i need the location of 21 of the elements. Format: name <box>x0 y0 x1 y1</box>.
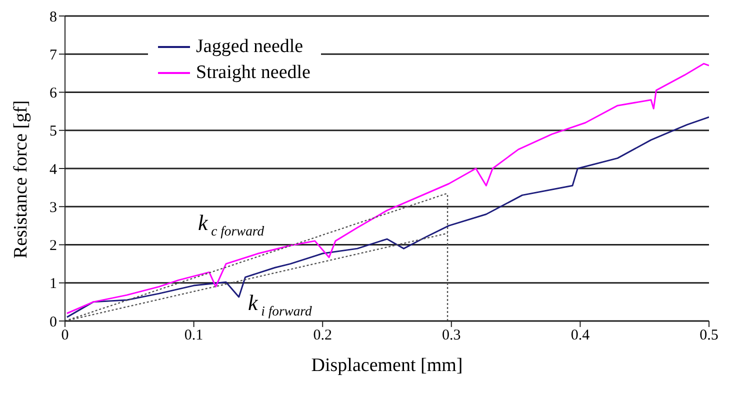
legend-label: Straight needle <box>196 61 310 85</box>
x-tick-label: 0.3 <box>442 328 461 344</box>
annotation: k$_{i forward}$ <box>248 290 312 320</box>
x-tick-label: 0 <box>61 328 69 344</box>
x-axis-title: Displacement [mm] <box>311 355 463 376</box>
x-tick-label: 0.2 <box>313 328 332 344</box>
y-tick-label: 3 <box>50 200 57 216</box>
y-tick-label: 4 <box>50 162 58 178</box>
annotation: k$_{c forward}$ <box>198 210 264 240</box>
y-tick-label: 6 <box>50 86 58 102</box>
y-tick-label: 5 <box>50 124 57 140</box>
x-tick-label: 0.5 <box>700 328 718 344</box>
x-tick-label: 0.4 <box>570 328 590 344</box>
legend-label: Jagged needle <box>196 35 304 59</box>
x-tick-label: 0.1 <box>184 328 204 344</box>
y-tick-label: 7 <box>50 47 58 64</box>
y-tick-label: 0 <box>50 314 57 330</box>
y-tick-label: 8 <box>50 9 57 26</box>
y-tick-label: 1 <box>50 276 57 292</box>
y-axis-title: Resistance force [gf] <box>10 100 32 258</box>
y-tick-label: 2 <box>50 238 57 254</box>
